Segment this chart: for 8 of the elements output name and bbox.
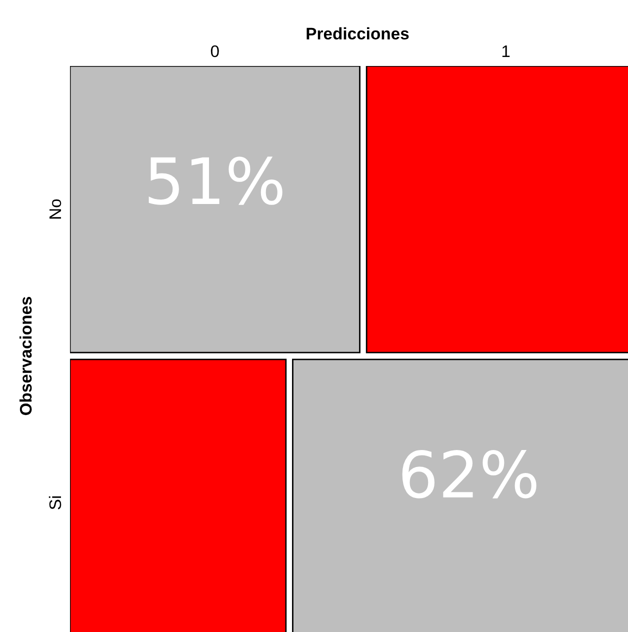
text: Predicciones — [306, 27, 409, 40]
data-label: 62% — [402, 450, 536, 498]
text: Observaciones — [19, 296, 32, 416]
category-label: Si — [48, 496, 62, 510]
category-label: 0 — [210, 45, 219, 58]
category-label: No — [50, 199, 62, 219]
category-label: 1 — [502, 46, 510, 57]
data-label: 51% — [148, 156, 282, 205]
